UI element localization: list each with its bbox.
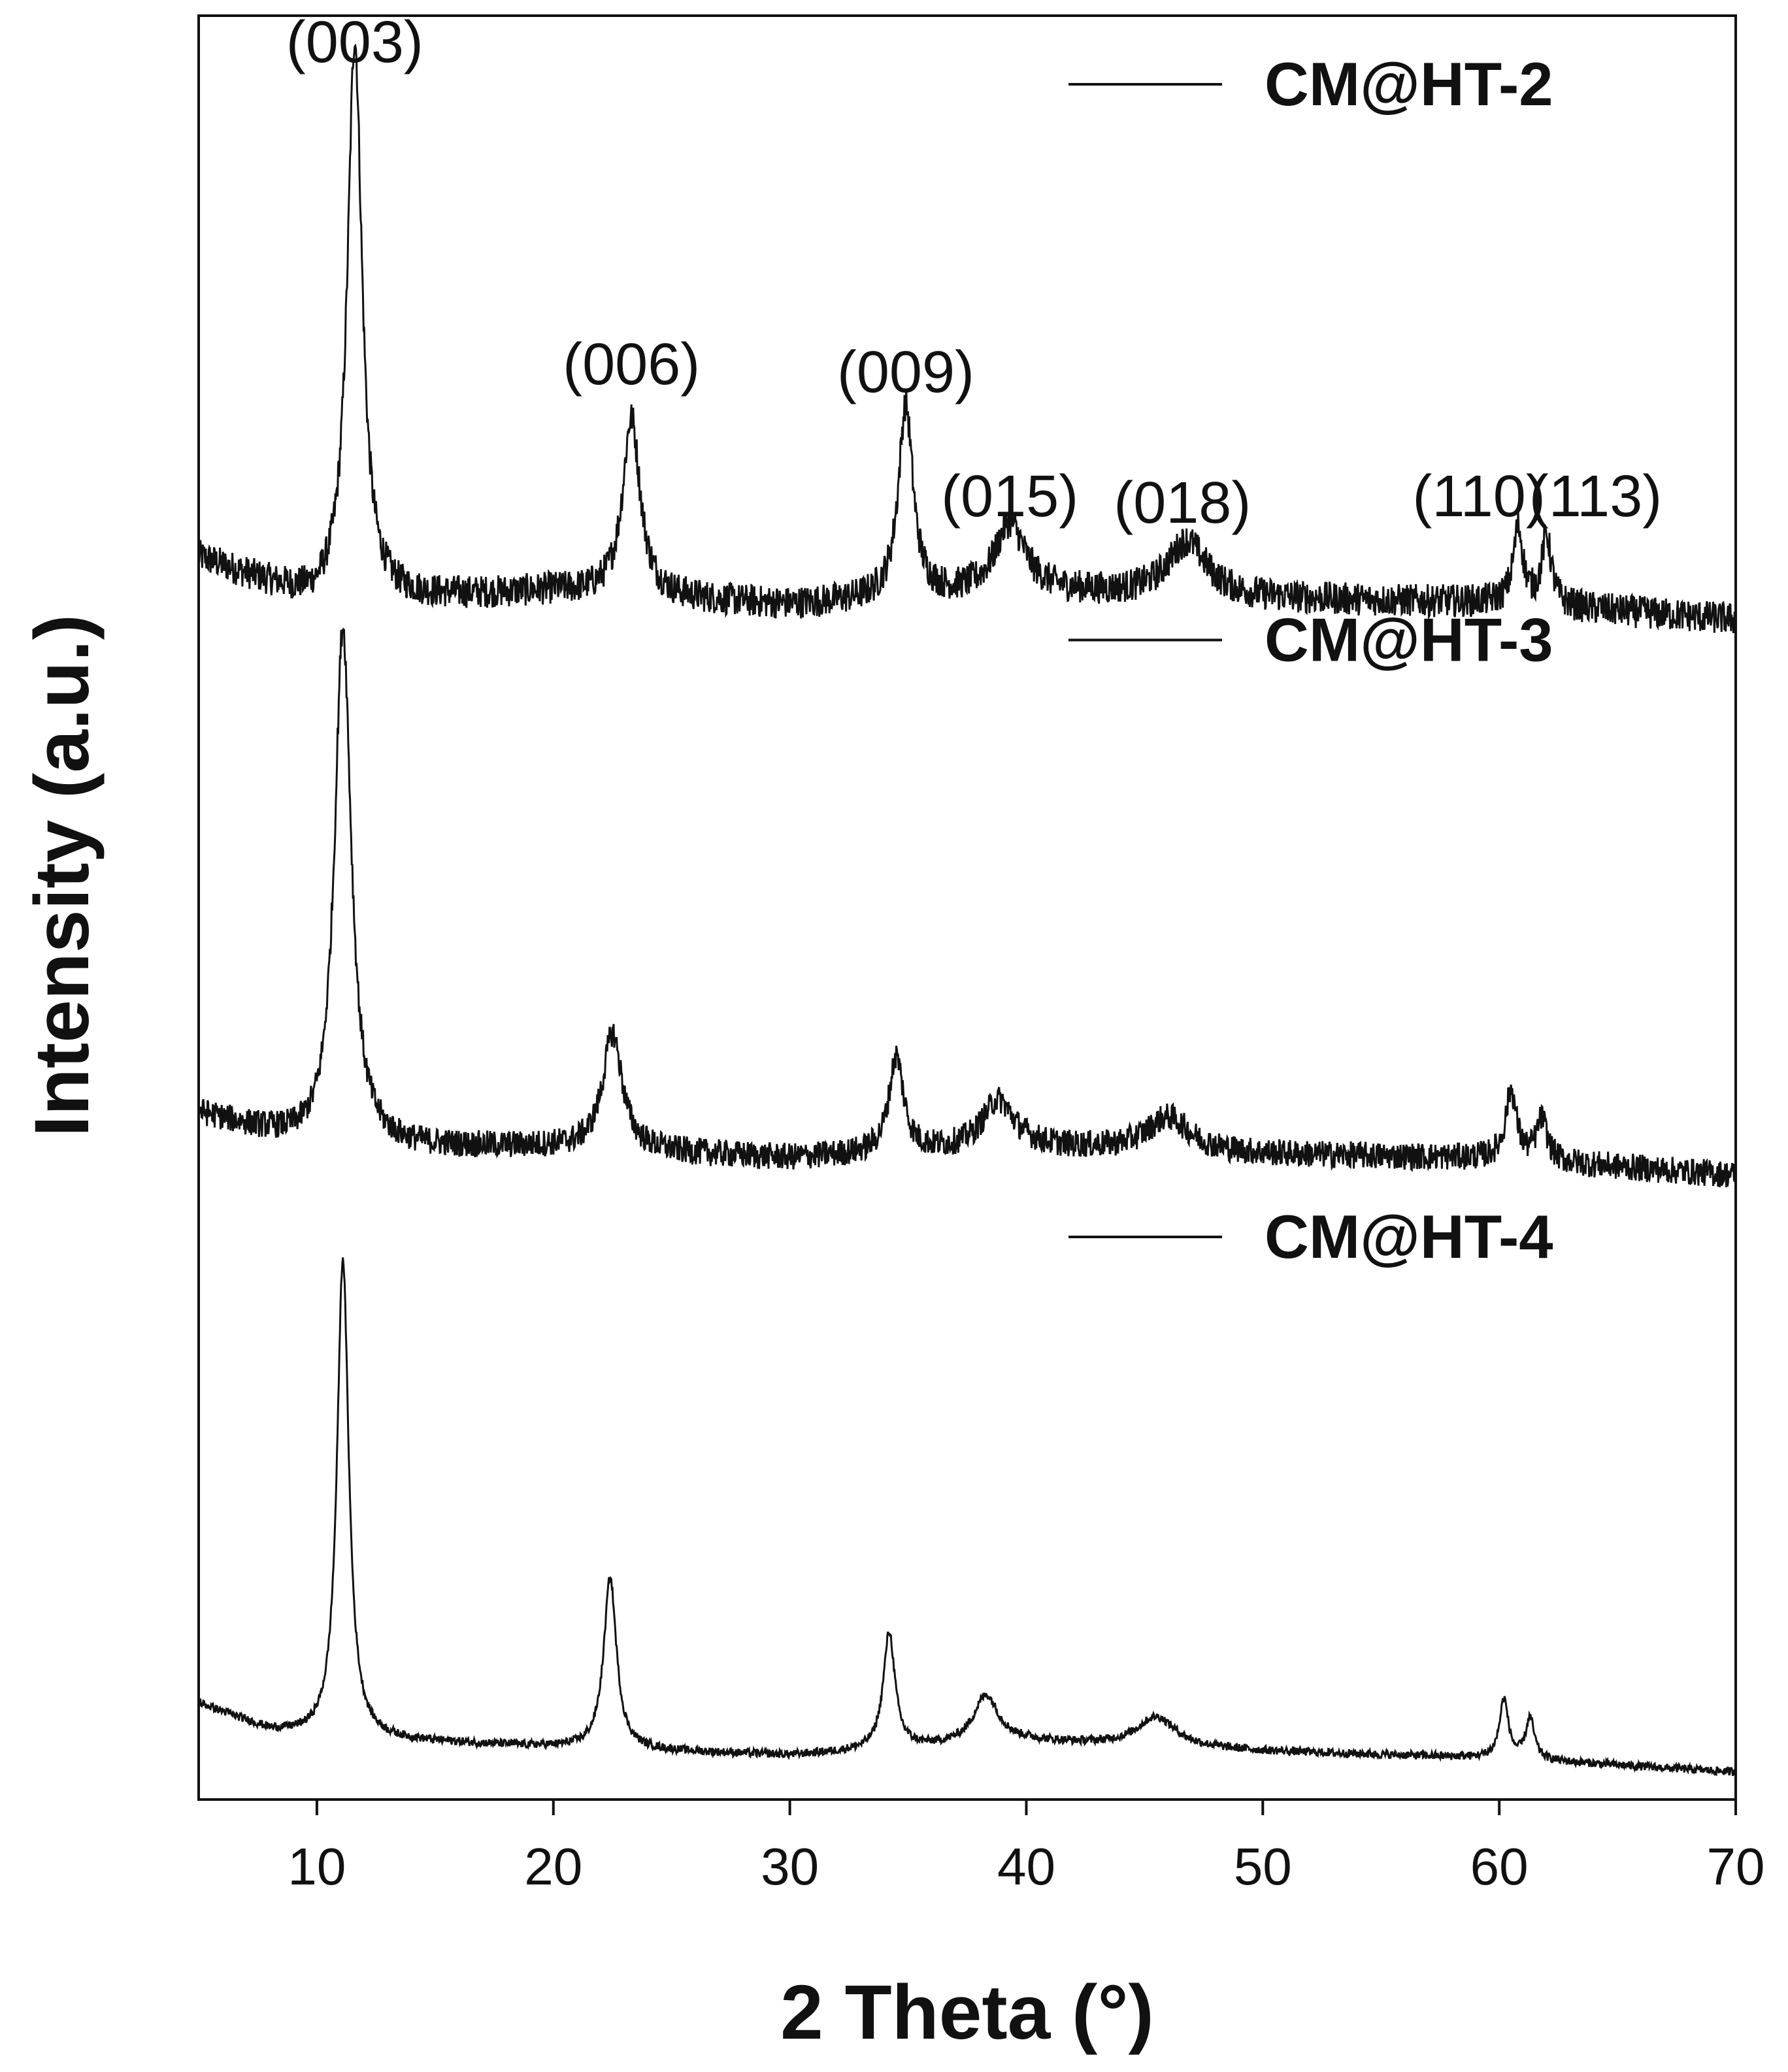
legend: CM@HT-2 CM@HT-3 CM@HT-4 [1068,50,1553,1271]
series-traces [197,43,1737,1777]
series-line-cm-ht-4 [197,1257,1736,1777]
peak-label: (015) [941,464,1078,529]
x-tick-label: 50 [1234,1837,1292,1896]
plot-frame [197,14,1737,1801]
legend-label: CM@HT-3 [1265,606,1553,674]
legend-label: CM@HT-4 [1265,1202,1553,1271]
peak-label: (113) [1529,464,1662,529]
x-tick-label: 60 [1470,1837,1529,1896]
peak-label: (003) [286,10,423,75]
peak-label: (018) [1114,470,1251,536]
series-line-cm-ht-2 [197,43,1737,634]
legend-label: CM@HT-2 [1265,50,1553,118]
x-axis-title: 2 Theta (°) [780,1969,1154,2056]
x-tick-label: 10 [288,1837,346,1896]
peak-label: (110) [1412,464,1545,529]
x-tick-label: 70 [1707,1837,1765,1896]
x-tick-label: 40 [997,1837,1055,1896]
peak-label: (009) [837,340,974,405]
series-line-cm-ht-3 [197,627,1737,1188]
x-axis-ticks: 10 20 30 40 50 60 70 [288,1800,1764,1896]
x-tick-label: 20 [524,1837,582,1896]
y-axis-title: Intensity (a.u.) [19,614,105,1137]
peak-labels: (003) (006) (009) (015) (018) (110)(113) [286,10,1662,536]
peak-label: (006) [563,332,700,397]
x-tick-label: 30 [761,1837,819,1896]
